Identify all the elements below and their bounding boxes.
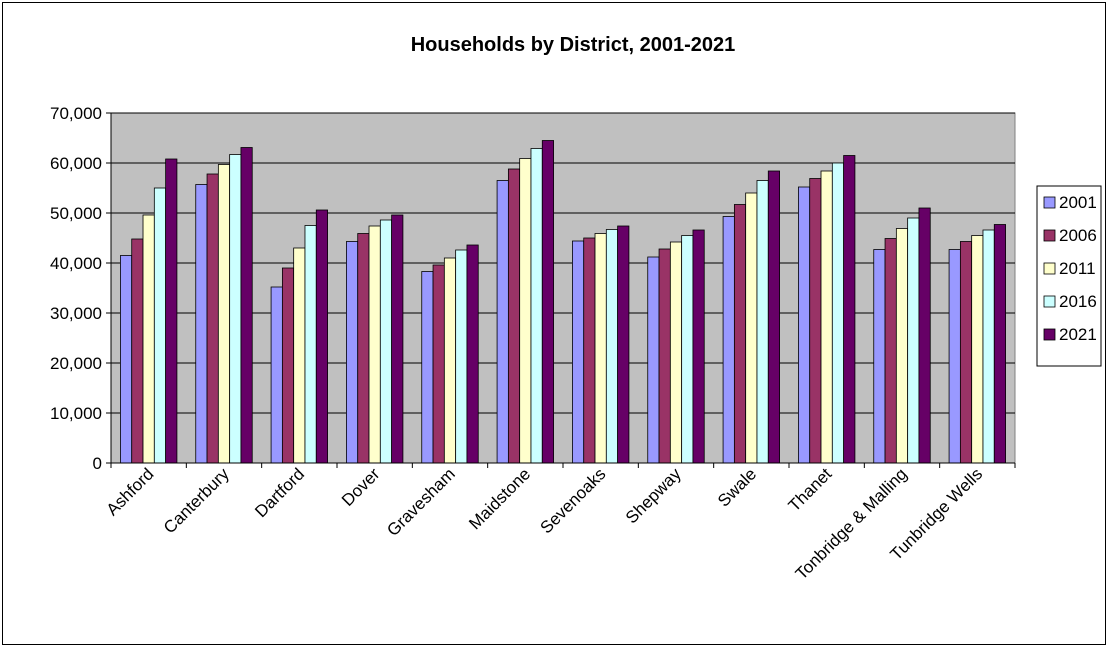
x-tick-label: Sevenoaks — [537, 464, 610, 537]
bar — [466, 244, 479, 464]
bar — [346, 241, 359, 464]
y-tick-label: 70,000 — [50, 104, 102, 123]
bar — [583, 237, 596, 464]
plot-area — [110, 112, 1016, 464]
bar — [165, 158, 178, 464]
bar — [270, 286, 283, 464]
bar — [281, 267, 295, 464]
bar — [120, 255, 133, 464]
bar — [240, 147, 253, 464]
bar — [153, 187, 167, 464]
bar — [572, 240, 585, 464]
bar — [530, 148, 543, 464]
bar — [756, 180, 769, 464]
bar — [293, 247, 306, 464]
x-tick-label: Gravesham — [383, 464, 459, 540]
bar — [131, 238, 144, 464]
chart-svg: Households by District, 2001-2021 0 10,00… — [50, 34, 1102, 583]
x-tick-label: Dartford — [251, 464, 308, 521]
bar — [993, 224, 1006, 464]
bar — [681, 235, 694, 464]
bar — [884, 238, 897, 464]
y-tick-label: 30,000 — [50, 304, 102, 323]
bar — [722, 216, 735, 464]
bar — [605, 229, 619, 464]
y-tick-label: 10,000 — [50, 404, 102, 423]
bar — [304, 225, 317, 464]
bar — [971, 235, 984, 464]
bar — [357, 233, 370, 464]
bar — [767, 170, 780, 464]
bar — [669, 241, 683, 464]
y-tick-label: 40,000 — [50, 254, 102, 273]
bar — [315, 209, 328, 464]
y-tick-label: 60,000 — [50, 154, 102, 173]
legend: 2001 2006 2011 2016 2021 — [1036, 185, 1102, 367]
x-tick-label: Shepway — [622, 464, 685, 527]
bar — [733, 204, 747, 464]
bar — [519, 158, 532, 464]
x-tick-label: Dover — [338, 464, 384, 510]
chart-title: Households by District, 2001-2021 — [411, 34, 736, 56]
bar — [421, 271, 434, 464]
legend-swatch — [1043, 229, 1056, 242]
y-tick-label: 20,000 — [50, 354, 102, 373]
legend-swatch — [1043, 328, 1056, 341]
bar — [496, 180, 509, 464]
x-tick-label: Thanet — [785, 464, 836, 515]
bar — [217, 164, 231, 464]
legend-label: 2016 — [1059, 292, 1097, 311]
legend-label: 2011 — [1059, 259, 1096, 278]
x-tick-label: Swale — [714, 464, 760, 510]
bar — [195, 184, 208, 464]
y-tick-label: 50,000 — [50, 204, 102, 223]
bar — [918, 207, 931, 464]
plot-background — [110, 112, 1016, 464]
bar — [798, 186, 811, 464]
bar — [206, 173, 219, 464]
legend-label: 2021 — [1059, 325, 1097, 344]
bar — [541, 140, 554, 464]
bar — [443, 257, 457, 464]
bar — [959, 241, 973, 464]
bar — [229, 154, 242, 464]
bar — [692, 229, 705, 464]
legend-swatch — [1043, 262, 1056, 275]
bar — [507, 168, 521, 464]
bar — [379, 219, 393, 464]
x-tick-label: Canterbury — [160, 464, 233, 537]
legend-swatch — [1043, 196, 1056, 209]
bar — [809, 178, 822, 464]
legend-swatch — [1043, 295, 1056, 308]
bar — [820, 170, 833, 464]
bar — [907, 217, 920, 464]
bar — [831, 162, 845, 464]
bar — [873, 249, 886, 464]
legend-label: 2006 — [1059, 226, 1097, 245]
bar — [594, 233, 607, 464]
bar — [745, 192, 758, 464]
y-tick-label: 0 — [93, 454, 102, 473]
bar — [617, 225, 630, 464]
bar — [391, 214, 404, 464]
x-tick-label: Ashford — [103, 464, 158, 519]
bar — [658, 248, 671, 464]
bar — [647, 256, 660, 464]
x-tick-label: Maidstone — [465, 464, 534, 533]
bar — [368, 225, 381, 464]
bar — [948, 249, 961, 464]
bar — [843, 155, 856, 464]
bar — [432, 264, 445, 464]
bar — [142, 214, 155, 464]
bar — [982, 229, 995, 464]
bar — [895, 228, 909, 464]
legend-label: 2001 — [1059, 193, 1097, 212]
bar — [455, 249, 468, 464]
